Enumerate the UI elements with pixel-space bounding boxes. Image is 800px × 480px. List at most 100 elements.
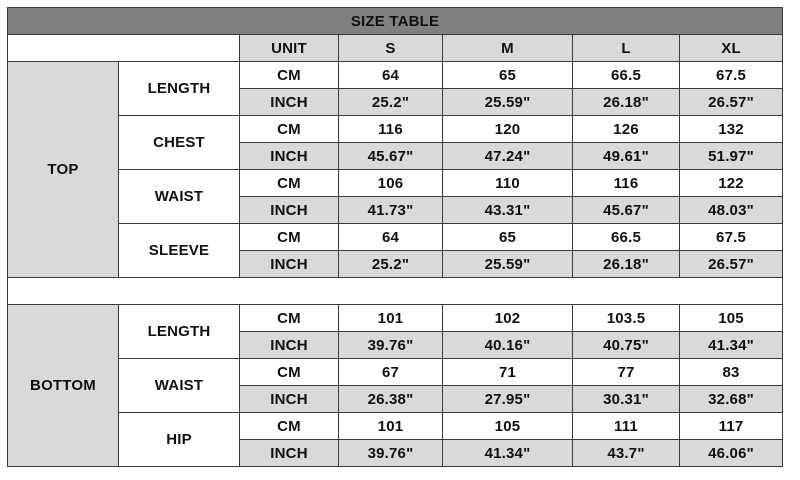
value-cell: 27.95" [442,385,573,413]
value-cell: 49.61" [572,142,680,170]
measurement-name-waist: WAIST [118,169,240,224]
value-cell: 65 [442,61,573,89]
measurement-name-length: LENGTH [118,61,240,116]
section-spacer-row [6,277,784,305]
measurement-row: SLEEVE CM 64 65 66.5 67.5 [8,223,784,278]
unit-label-inch: INCH [239,250,339,278]
value-cell: 41.34" [678,331,784,359]
measurement-name-hip: HIP [118,412,240,467]
value-cell: 122 [678,169,784,197]
measurement-row: TOP LENGTH CM 64 65 66.5 67.5 [7,61,784,278]
measurement-row: INCH 41.73" 43.31" 45.67" 48.03" [8,196,784,224]
value-cell: 43.7" [572,439,680,467]
header-size-xl: XL [678,34,784,62]
title-row: SIZE TABLE [6,7,784,35]
value-cell: 101 [338,412,443,440]
unit-label-cm: CM [239,61,339,89]
section-spacer [6,277,784,305]
unit-label-cm: CM [239,358,339,386]
value-cell: 41.34" [442,439,573,467]
size-table: SIZE TABLE UNIT S M L XL TOP LENGTH CM 64 65 66.5 67… [6,7,784,467]
value-cell: 71 [442,358,573,386]
value-cell: 77 [572,358,680,386]
measurement-row: INCH 25.2" 25.59" 26.18" 26.57" [8,88,784,116]
table-title: SIZE TABLE [6,7,784,35]
value-cell: 120 [442,115,573,143]
measurement-row: INCH 26.38" 27.95" 30.31" 32.68" [8,385,784,413]
value-cell: 105 [442,412,573,440]
value-cell: 30.31" [572,385,680,413]
value-cell: 26.57" [678,250,784,278]
value-cell: 46.06" [678,439,784,467]
unit-label-cm: CM [239,169,339,197]
value-cell: 39.76" [338,439,443,467]
group-label-top: TOP [7,61,119,278]
value-cell: 25.59" [442,88,573,116]
unit-label-cm: CM [239,115,339,143]
value-cell: 101 [338,304,443,332]
unit-label-inch: INCH [239,331,339,359]
measurement-row: HIP CM 101 105 111 117 [8,412,784,467]
unit-label-inch: INCH [239,142,339,170]
value-cell: 65 [442,223,573,251]
value-cell: 106 [338,169,443,197]
value-cell: 45.67" [572,196,680,224]
value-cell: 111 [572,412,680,440]
unit-label-inch: INCH [239,385,339,413]
value-cell: 25.2" [338,88,443,116]
header-unit-label: UNIT [239,34,339,62]
value-cell: 83 [678,358,784,386]
header-corner-cell [7,34,240,62]
value-cell: 67.5 [678,61,784,89]
value-cell: 67 [338,358,443,386]
measurement-row: WAIST CM 67 71 77 83 [8,358,784,413]
value-cell: 39.76" [338,331,443,359]
value-cell: 48.03" [678,196,784,224]
unit-label-cm: CM [239,412,339,440]
value-cell: 67.5 [678,223,784,251]
value-cell: 25.2" [338,250,443,278]
measurement-row: INCH 45.67" 47.24" 49.61" 51.97" [8,142,784,170]
measurement-name-length: LENGTH [118,304,240,359]
value-cell: 66.5 [572,223,680,251]
measurement-row: INCH 39.76" 41.34" 43.7" 46.06" [8,439,784,467]
value-cell: 26.18" [572,88,680,116]
header-size-m: M [442,34,573,62]
measurement-row: INCH 25.2" 25.59" 26.18" 26.57" [8,250,784,278]
value-cell: 103.5 [572,304,680,332]
unit-label-inch: INCH [239,196,339,224]
value-cell: 25.59" [442,250,573,278]
measurement-row: CHEST CM 116 120 126 132 [8,115,784,170]
value-cell: 26.57" [678,88,784,116]
measurement-row: WAIST CM 106 110 116 122 [8,169,784,224]
value-cell: 45.67" [338,142,443,170]
value-cell: 26.18" [572,250,680,278]
measurement-row: INCH 39.76" 40.16" 40.75" 41.34" [8,331,784,359]
value-cell: 110 [442,169,573,197]
unit-label-cm: CM [239,304,339,332]
value-cell: 116 [572,169,680,197]
header-size-l: L [572,34,680,62]
value-cell: 64 [338,223,443,251]
value-cell: 32.68" [678,385,784,413]
value-cell: 66.5 [572,61,680,89]
measurement-name-sleeve: SLEEVE [118,223,240,278]
value-cell: 126 [572,115,680,143]
value-cell: 117 [678,412,784,440]
unit-label-cm: CM [239,223,339,251]
value-cell: 51.97" [678,142,784,170]
value-cell: 26.38" [338,385,443,413]
group-label-bottom: BOTTOM [7,304,119,467]
value-cell: 43.31" [442,196,573,224]
value-cell: 105 [678,304,784,332]
measurement-row: BOTTOM LENGTH CM 101 102 103.5 105 [7,304,784,467]
measurement-name-chest: CHEST [118,115,240,170]
header-size-s: S [338,34,443,62]
value-cell: 64 [338,61,443,89]
value-cell: 116 [338,115,443,143]
measurement-name-waist: WAIST [118,358,240,413]
value-cell: 41.73" [338,196,443,224]
value-cell: 40.75" [572,331,680,359]
unit-label-inch: INCH [239,439,339,467]
